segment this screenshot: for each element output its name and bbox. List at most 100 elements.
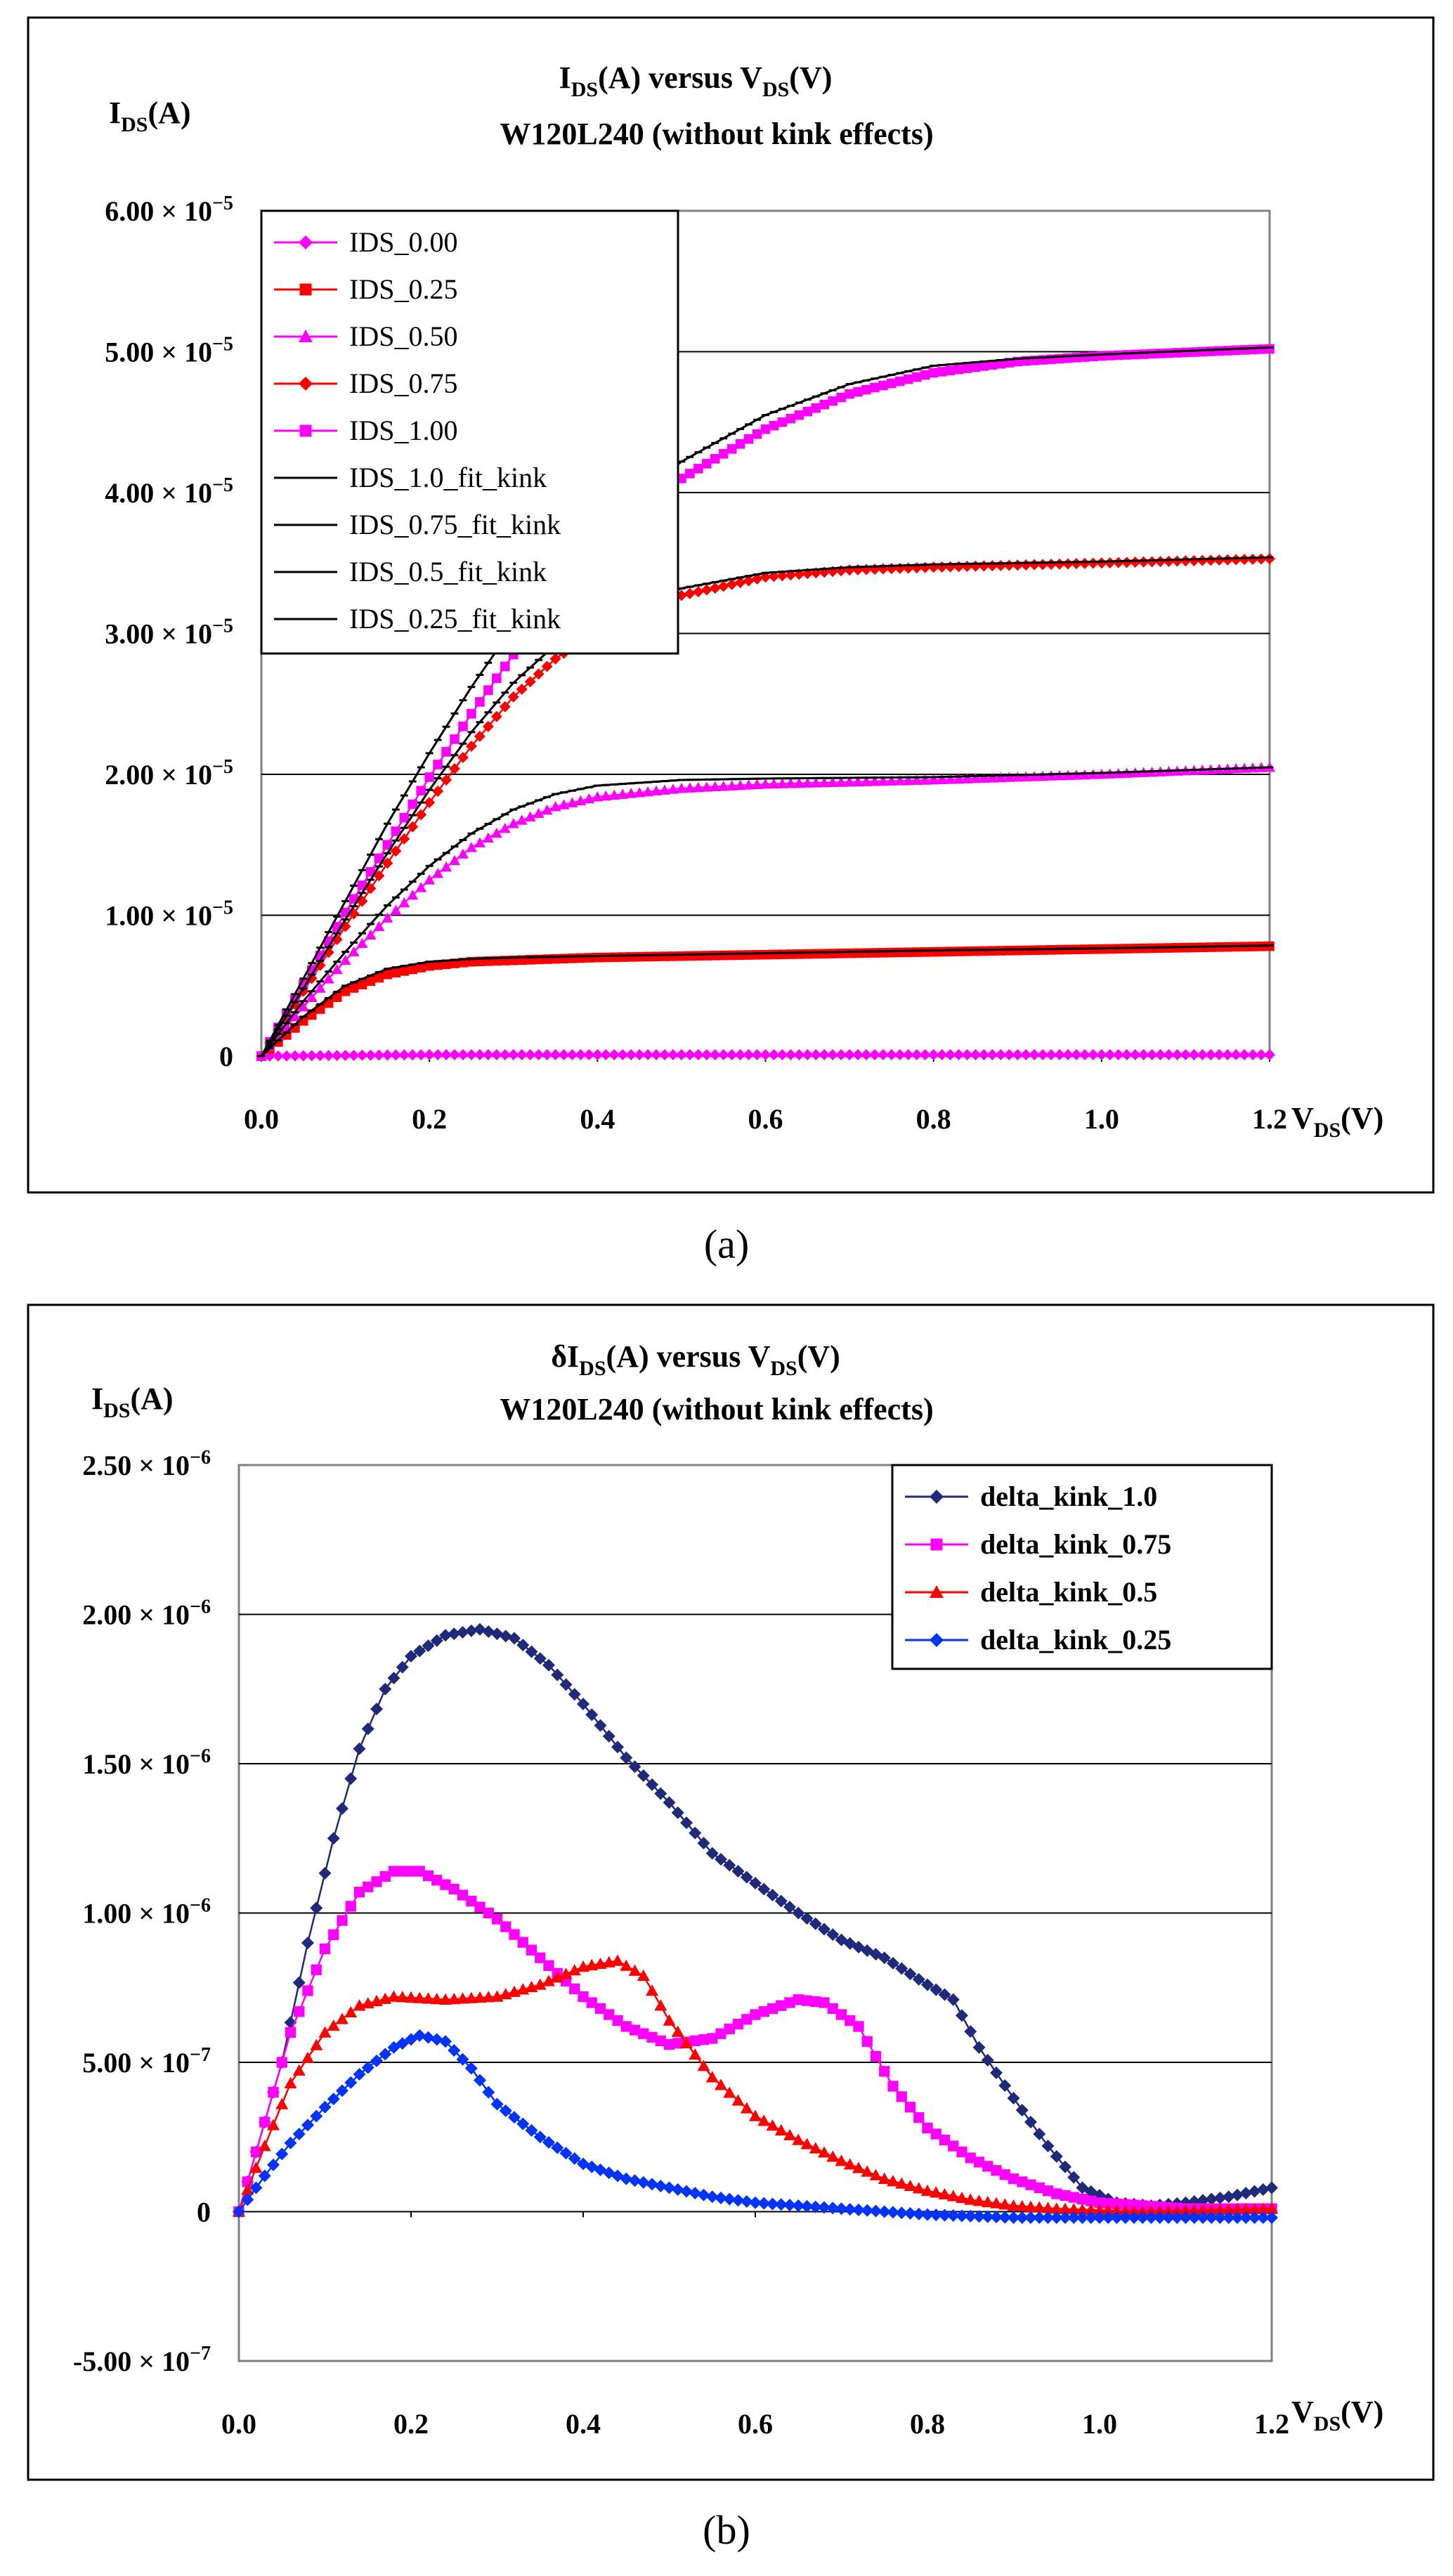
legend-label: IDS_1.0_fit_kink <box>349 462 547 493</box>
data-point <box>879 950 887 953</box>
data-point <box>1198 349 1206 351</box>
data-point <box>793 1048 805 1060</box>
legend-label: IDS_0.75_fit_kink <box>349 509 561 540</box>
data-point <box>416 963 426 972</box>
data-point <box>476 827 484 830</box>
data-point <box>408 964 418 975</box>
data-point <box>274 1028 282 1031</box>
data-point <box>474 837 486 847</box>
data-point <box>400 888 408 891</box>
data-point <box>1188 1048 1200 1060</box>
data-point <box>894 1048 906 1060</box>
data-point <box>604 2009 615 2020</box>
data-point <box>575 1048 587 1060</box>
data-point <box>441 774 452 786</box>
data-point <box>637 2175 650 2189</box>
data-point <box>870 948 880 958</box>
data-point <box>861 384 871 395</box>
data-point <box>1024 2116 1037 2128</box>
legend-item-delta-kink-0-25: delta_kink_0.25 <box>905 1624 1171 1655</box>
data-point <box>526 802 535 805</box>
data-point <box>405 1991 417 2003</box>
data-point <box>638 2028 649 2039</box>
data-point <box>517 1937 528 1948</box>
data-point <box>895 2206 908 2220</box>
data-point <box>249 2181 263 2194</box>
data-point <box>1114 353 1123 356</box>
data-point <box>887 1956 899 1970</box>
data-point <box>361 1722 374 1736</box>
data-point <box>930 776 938 779</box>
legend-marker <box>301 618 311 620</box>
data-point <box>740 2102 753 2114</box>
data-point <box>1197 554 1208 566</box>
data-point <box>663 2014 676 2026</box>
data-point <box>1097 351 1107 361</box>
data-point <box>620 2021 632 2032</box>
data-point <box>861 2165 874 2177</box>
data-point <box>861 948 871 958</box>
data-point <box>358 869 366 871</box>
data-point <box>686 455 694 458</box>
data-point <box>1222 2190 1235 2204</box>
data-point <box>482 1625 495 1638</box>
data-point <box>921 2208 934 2221</box>
data-point <box>801 1995 813 2006</box>
data-point <box>705 2071 719 2083</box>
data-point <box>643 951 653 962</box>
data-point <box>963 775 971 778</box>
data-point <box>963 949 971 951</box>
data-point <box>552 956 559 958</box>
data-point <box>871 565 879 568</box>
data-point <box>743 434 754 444</box>
data-point <box>241 2183 254 2195</box>
data-point <box>930 2186 943 2198</box>
data-point <box>861 2036 873 2047</box>
data-point <box>1067 2203 1081 2215</box>
data-point <box>802 949 813 959</box>
panel-a-x-axis-label: VDS(V) <box>1291 1101 1383 1142</box>
data-point <box>289 1050 301 1062</box>
data-point <box>990 2211 1003 2224</box>
data-point <box>752 950 762 960</box>
data-point <box>474 1901 486 1913</box>
data-point <box>837 776 845 779</box>
data-point <box>686 779 694 781</box>
data-point <box>448 1627 461 1641</box>
data-point <box>990 2197 1003 2209</box>
data-point <box>686 585 694 588</box>
data-point <box>375 971 383 974</box>
data-point <box>1173 769 1181 772</box>
data-point <box>981 2195 994 2208</box>
data-point <box>812 951 820 954</box>
data-point <box>474 1048 486 1060</box>
data-point <box>1033 2201 1046 2213</box>
data-point <box>467 686 476 689</box>
data-point <box>921 366 930 369</box>
data-point <box>684 1048 696 1060</box>
data-point <box>826 2150 840 2162</box>
data-point <box>970 946 981 956</box>
data-point <box>1094 2197 1105 2209</box>
data-point <box>1089 947 1097 950</box>
data-point <box>482 1991 495 2003</box>
data-point <box>999 2169 1010 2180</box>
data-point <box>786 413 796 424</box>
data-point <box>1110 2211 1123 2224</box>
data-point <box>1121 1048 1133 1060</box>
data-point <box>363 1881 374 1892</box>
data-point <box>413 1991 426 2003</box>
data-point <box>1156 559 1164 561</box>
data-point <box>762 414 769 417</box>
data-point <box>635 781 644 784</box>
data-point <box>1041 2201 1055 2213</box>
data-point <box>1180 1048 1192 1060</box>
data-point <box>810 1048 822 1060</box>
data-point <box>955 775 963 778</box>
data-point <box>986 772 998 783</box>
data-point <box>1239 2187 1253 2200</box>
data-point <box>1232 557 1240 559</box>
data-point <box>476 673 484 676</box>
data-point <box>390 1049 402 1061</box>
data-point <box>541 661 553 672</box>
